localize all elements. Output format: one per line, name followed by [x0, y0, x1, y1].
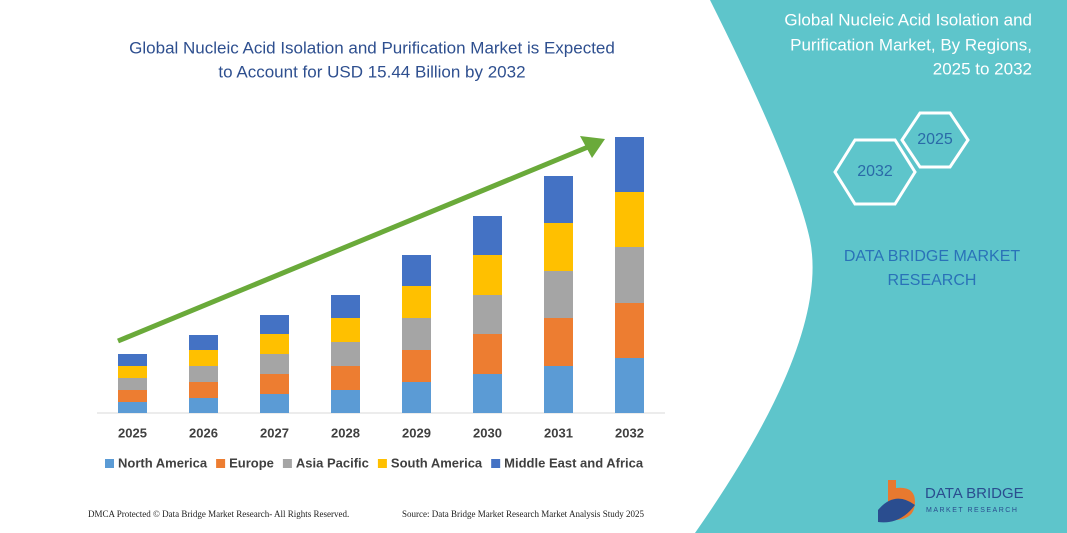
- bar-segment: [118, 378, 147, 390]
- legend-label: Europe: [229, 455, 274, 470]
- x-tick-label: 2030: [473, 425, 502, 440]
- bar-segment: [544, 176, 573, 223]
- bar-segment: [118, 390, 147, 402]
- chart-title: to Account for USD 15.44 Billion by 2032: [218, 62, 525, 81]
- bar-segment: [473, 295, 502, 334]
- bar-segment: [473, 255, 502, 295]
- bar-segment: [189, 366, 218, 382]
- x-tick-label: 2026: [189, 425, 218, 440]
- bar-segment: [544, 318, 573, 366]
- legend-swatch: [377, 459, 387, 468]
- bar-segment: [260, 394, 289, 413]
- bar-segment: [544, 223, 573, 271]
- bar-segment: [260, 315, 289, 334]
- bar-segment: [260, 334, 289, 354]
- bar-segment: [402, 286, 431, 318]
- x-tick-label: 2025: [118, 425, 147, 440]
- bar-segment: [544, 366, 573, 413]
- x-tick-label: 2028: [331, 425, 360, 440]
- legend-label: South America: [391, 455, 483, 470]
- legend-label: Middle East and Africa: [504, 455, 644, 470]
- bar-segment: [615, 192, 644, 247]
- logo-tagline: MARKET RESEARCH: [926, 507, 1018, 514]
- bar-segment: [544, 271, 573, 318]
- legend-swatch: [216, 459, 226, 468]
- hexagon: [900, 111, 970, 169]
- x-tick-label: 2027: [260, 425, 289, 440]
- bar-segment: [402, 382, 431, 413]
- legend-swatch: [491, 459, 501, 468]
- legend-swatch: [282, 459, 292, 468]
- hexagon: [833, 138, 917, 206]
- hex-label: 2032: [857, 163, 893, 180]
- bar-segment: [615, 303, 644, 358]
- side-panel: [695, 0, 1067, 533]
- bar-segment: [402, 255, 431, 286]
- legend-label: Asia Pacific: [296, 455, 369, 470]
- footer-left: DMCA Protected © Data Bridge Market Rese…: [88, 509, 349, 519]
- panel-title: Global Nucleic Acid Isolation and: [784, 10, 1032, 29]
- bar-segment: [118, 354, 147, 366]
- legend-swatch: [105, 459, 114, 468]
- logo-mark: [878, 498, 915, 523]
- bar-segment: [473, 334, 502, 374]
- bar-segment: [615, 247, 644, 303]
- bar-segment: [260, 354, 289, 374]
- bar-segment: [189, 350, 218, 366]
- bar-segment: [260, 374, 289, 394]
- bar-segment: [331, 295, 360, 318]
- bar-segment: [402, 318, 431, 350]
- bar-segment: [189, 335, 218, 350]
- legend-label: North America: [118, 455, 208, 470]
- bar-segment: [331, 390, 360, 413]
- trend-arrowhead: [580, 136, 605, 158]
- brand-text: DATA BRIDGE MARKET: [844, 248, 1021, 265]
- bar-segment: [615, 137, 644, 192]
- chart-title: Global Nucleic Acid Isolation and Purifi…: [129, 38, 615, 57]
- x-tick-label: 2029: [402, 425, 431, 440]
- bar-segment: [189, 382, 218, 398]
- bar-segment: [331, 366, 360, 390]
- bar-segment: [473, 374, 502, 413]
- bar-segment: [402, 350, 431, 382]
- bar-segment: [331, 318, 360, 342]
- bar-segment: [473, 216, 502, 255]
- x-tick-label: 2032: [615, 425, 644, 440]
- x-tick-label: 2031: [544, 425, 573, 440]
- bar-segment: [189, 398, 218, 413]
- logo-name: DATA BRIDGE: [925, 485, 1024, 502]
- plot: 2025 2026 2027 2028 2029 2030 2031 2032 North Am…: [97, 137, 665, 470]
- brand-text: RESEARCH: [888, 272, 977, 289]
- panel-title: 2025 to 2032: [933, 59, 1032, 78]
- footer-right: Source: Data Bridge Market Research Mark…: [402, 509, 644, 519]
- bar-segment: [118, 366, 147, 378]
- hex-label: 2025: [917, 131, 953, 148]
- bar-segment: [331, 342, 360, 366]
- panel-title: Purification Market, By Regions,: [790, 35, 1032, 54]
- trend-arrow: [117, 144, 589, 344]
- bar-segment: [118, 402, 147, 413]
- bar-segment: [615, 358, 644, 413]
